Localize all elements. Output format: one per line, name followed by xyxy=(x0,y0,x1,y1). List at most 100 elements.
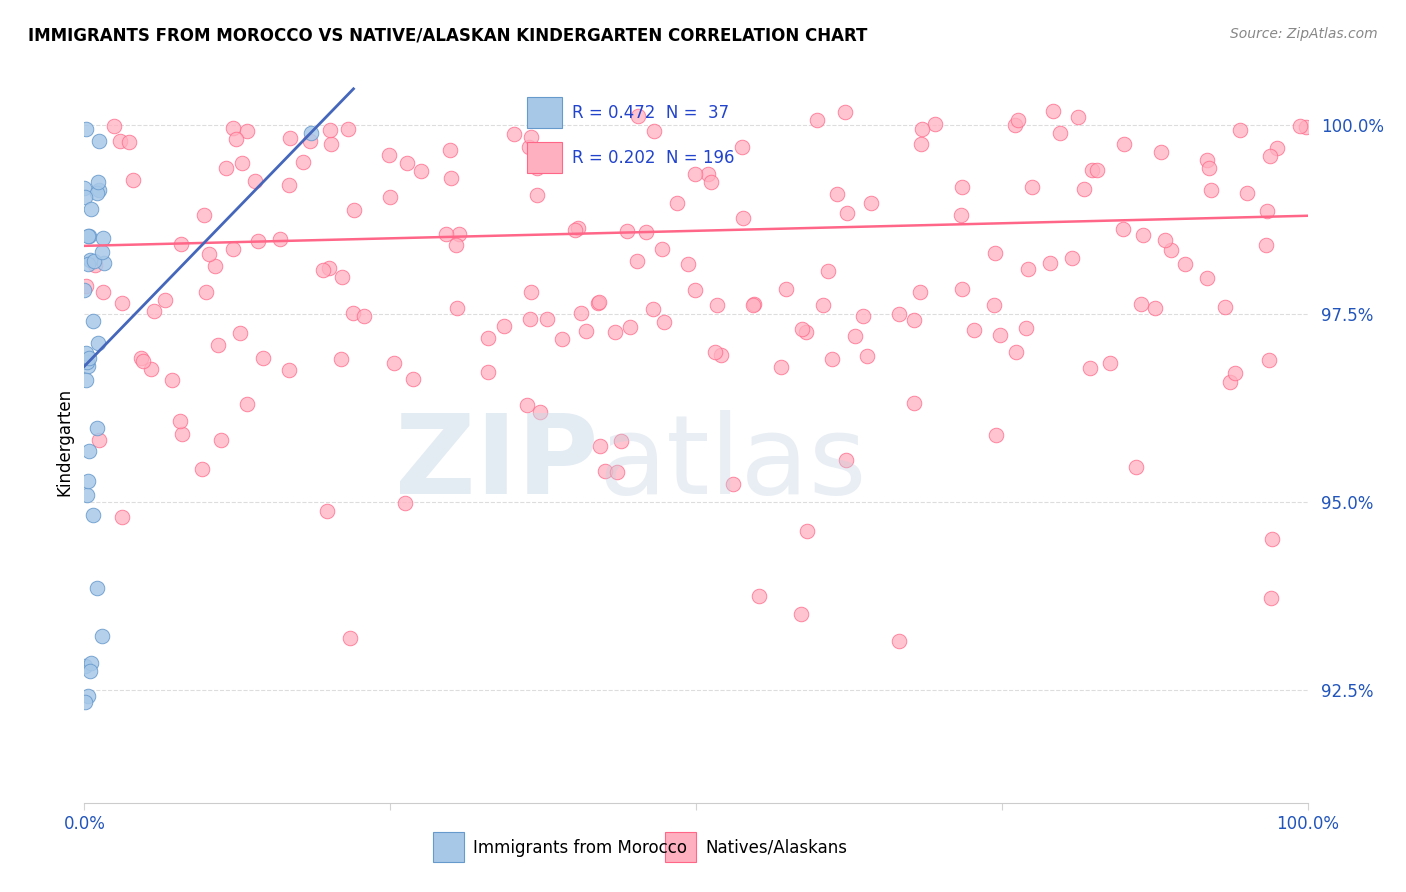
Point xyxy=(651,242,673,256)
Point xyxy=(76,488,98,502)
Point xyxy=(160,373,183,387)
Point xyxy=(1150,145,1173,160)
Point xyxy=(683,167,706,181)
Point xyxy=(575,324,598,338)
Point xyxy=(87,336,110,351)
Point xyxy=(1066,110,1088,124)
Point xyxy=(91,285,114,299)
Point xyxy=(434,227,457,242)
Point xyxy=(835,453,858,467)
Point xyxy=(619,319,641,334)
Point xyxy=(477,365,499,379)
Point xyxy=(626,109,648,123)
Point xyxy=(77,443,100,458)
Point xyxy=(1085,163,1108,178)
Point xyxy=(79,253,101,268)
Point xyxy=(1042,104,1064,119)
Point xyxy=(131,353,153,368)
Point xyxy=(111,295,134,310)
Point xyxy=(117,136,139,150)
Point xyxy=(796,524,818,538)
Point xyxy=(665,195,688,210)
Point xyxy=(1174,257,1197,271)
Point xyxy=(1197,153,1219,167)
Point xyxy=(439,143,461,157)
Point xyxy=(73,189,96,203)
Point xyxy=(1265,141,1288,155)
Point xyxy=(252,351,274,365)
Point xyxy=(82,508,104,522)
Point xyxy=(1154,233,1177,247)
Point xyxy=(277,178,299,192)
Point xyxy=(794,326,817,340)
Point xyxy=(170,427,193,442)
Point xyxy=(204,259,226,273)
Point xyxy=(1114,136,1136,151)
Point xyxy=(520,285,543,300)
Point xyxy=(1049,126,1071,140)
Point xyxy=(378,190,401,204)
Point xyxy=(339,632,361,646)
Point xyxy=(278,130,301,145)
Point xyxy=(440,171,463,186)
Point xyxy=(77,257,100,271)
FancyBboxPatch shape xyxy=(433,831,464,862)
Point xyxy=(517,140,540,154)
Point xyxy=(706,298,728,312)
Point xyxy=(502,128,524,142)
Point xyxy=(1236,186,1258,200)
Point xyxy=(564,223,586,237)
Point xyxy=(75,695,97,709)
Point xyxy=(887,308,910,322)
Point xyxy=(319,137,342,152)
Point xyxy=(950,180,973,194)
Point xyxy=(526,188,548,202)
Point xyxy=(193,208,215,222)
Point xyxy=(908,285,931,299)
Point xyxy=(89,134,111,148)
Point xyxy=(312,263,335,277)
Point xyxy=(84,258,107,272)
Point xyxy=(1144,301,1167,315)
Point xyxy=(90,629,112,643)
Point xyxy=(86,581,108,595)
Point xyxy=(859,195,882,210)
Point xyxy=(231,156,253,170)
Point xyxy=(108,134,131,148)
Point xyxy=(121,173,143,187)
Point xyxy=(139,361,162,376)
Point xyxy=(806,113,828,128)
Point xyxy=(710,348,733,362)
Point xyxy=(214,161,236,176)
Point xyxy=(80,656,103,670)
Point xyxy=(1017,261,1039,276)
Point xyxy=(73,180,96,194)
Point xyxy=(790,607,813,621)
Point xyxy=(477,331,499,345)
Point xyxy=(76,354,98,368)
Point xyxy=(731,211,754,225)
Point xyxy=(1219,376,1241,390)
Point xyxy=(775,282,797,296)
Point xyxy=(986,427,1008,442)
Point xyxy=(86,421,108,435)
Point xyxy=(77,351,100,365)
Point xyxy=(1081,163,1104,178)
Point xyxy=(817,263,839,277)
Point xyxy=(704,345,727,359)
Point xyxy=(676,256,699,270)
Point xyxy=(75,373,97,387)
Point xyxy=(76,475,98,489)
Point xyxy=(222,242,245,256)
Point xyxy=(236,397,259,411)
Point xyxy=(700,175,723,189)
Point xyxy=(520,129,543,144)
Point xyxy=(821,351,844,366)
Point xyxy=(87,175,110,189)
Point xyxy=(950,282,973,296)
Point xyxy=(91,231,114,245)
Point xyxy=(1004,118,1026,132)
Point xyxy=(825,187,848,202)
Point xyxy=(207,338,229,352)
Point xyxy=(636,226,658,240)
